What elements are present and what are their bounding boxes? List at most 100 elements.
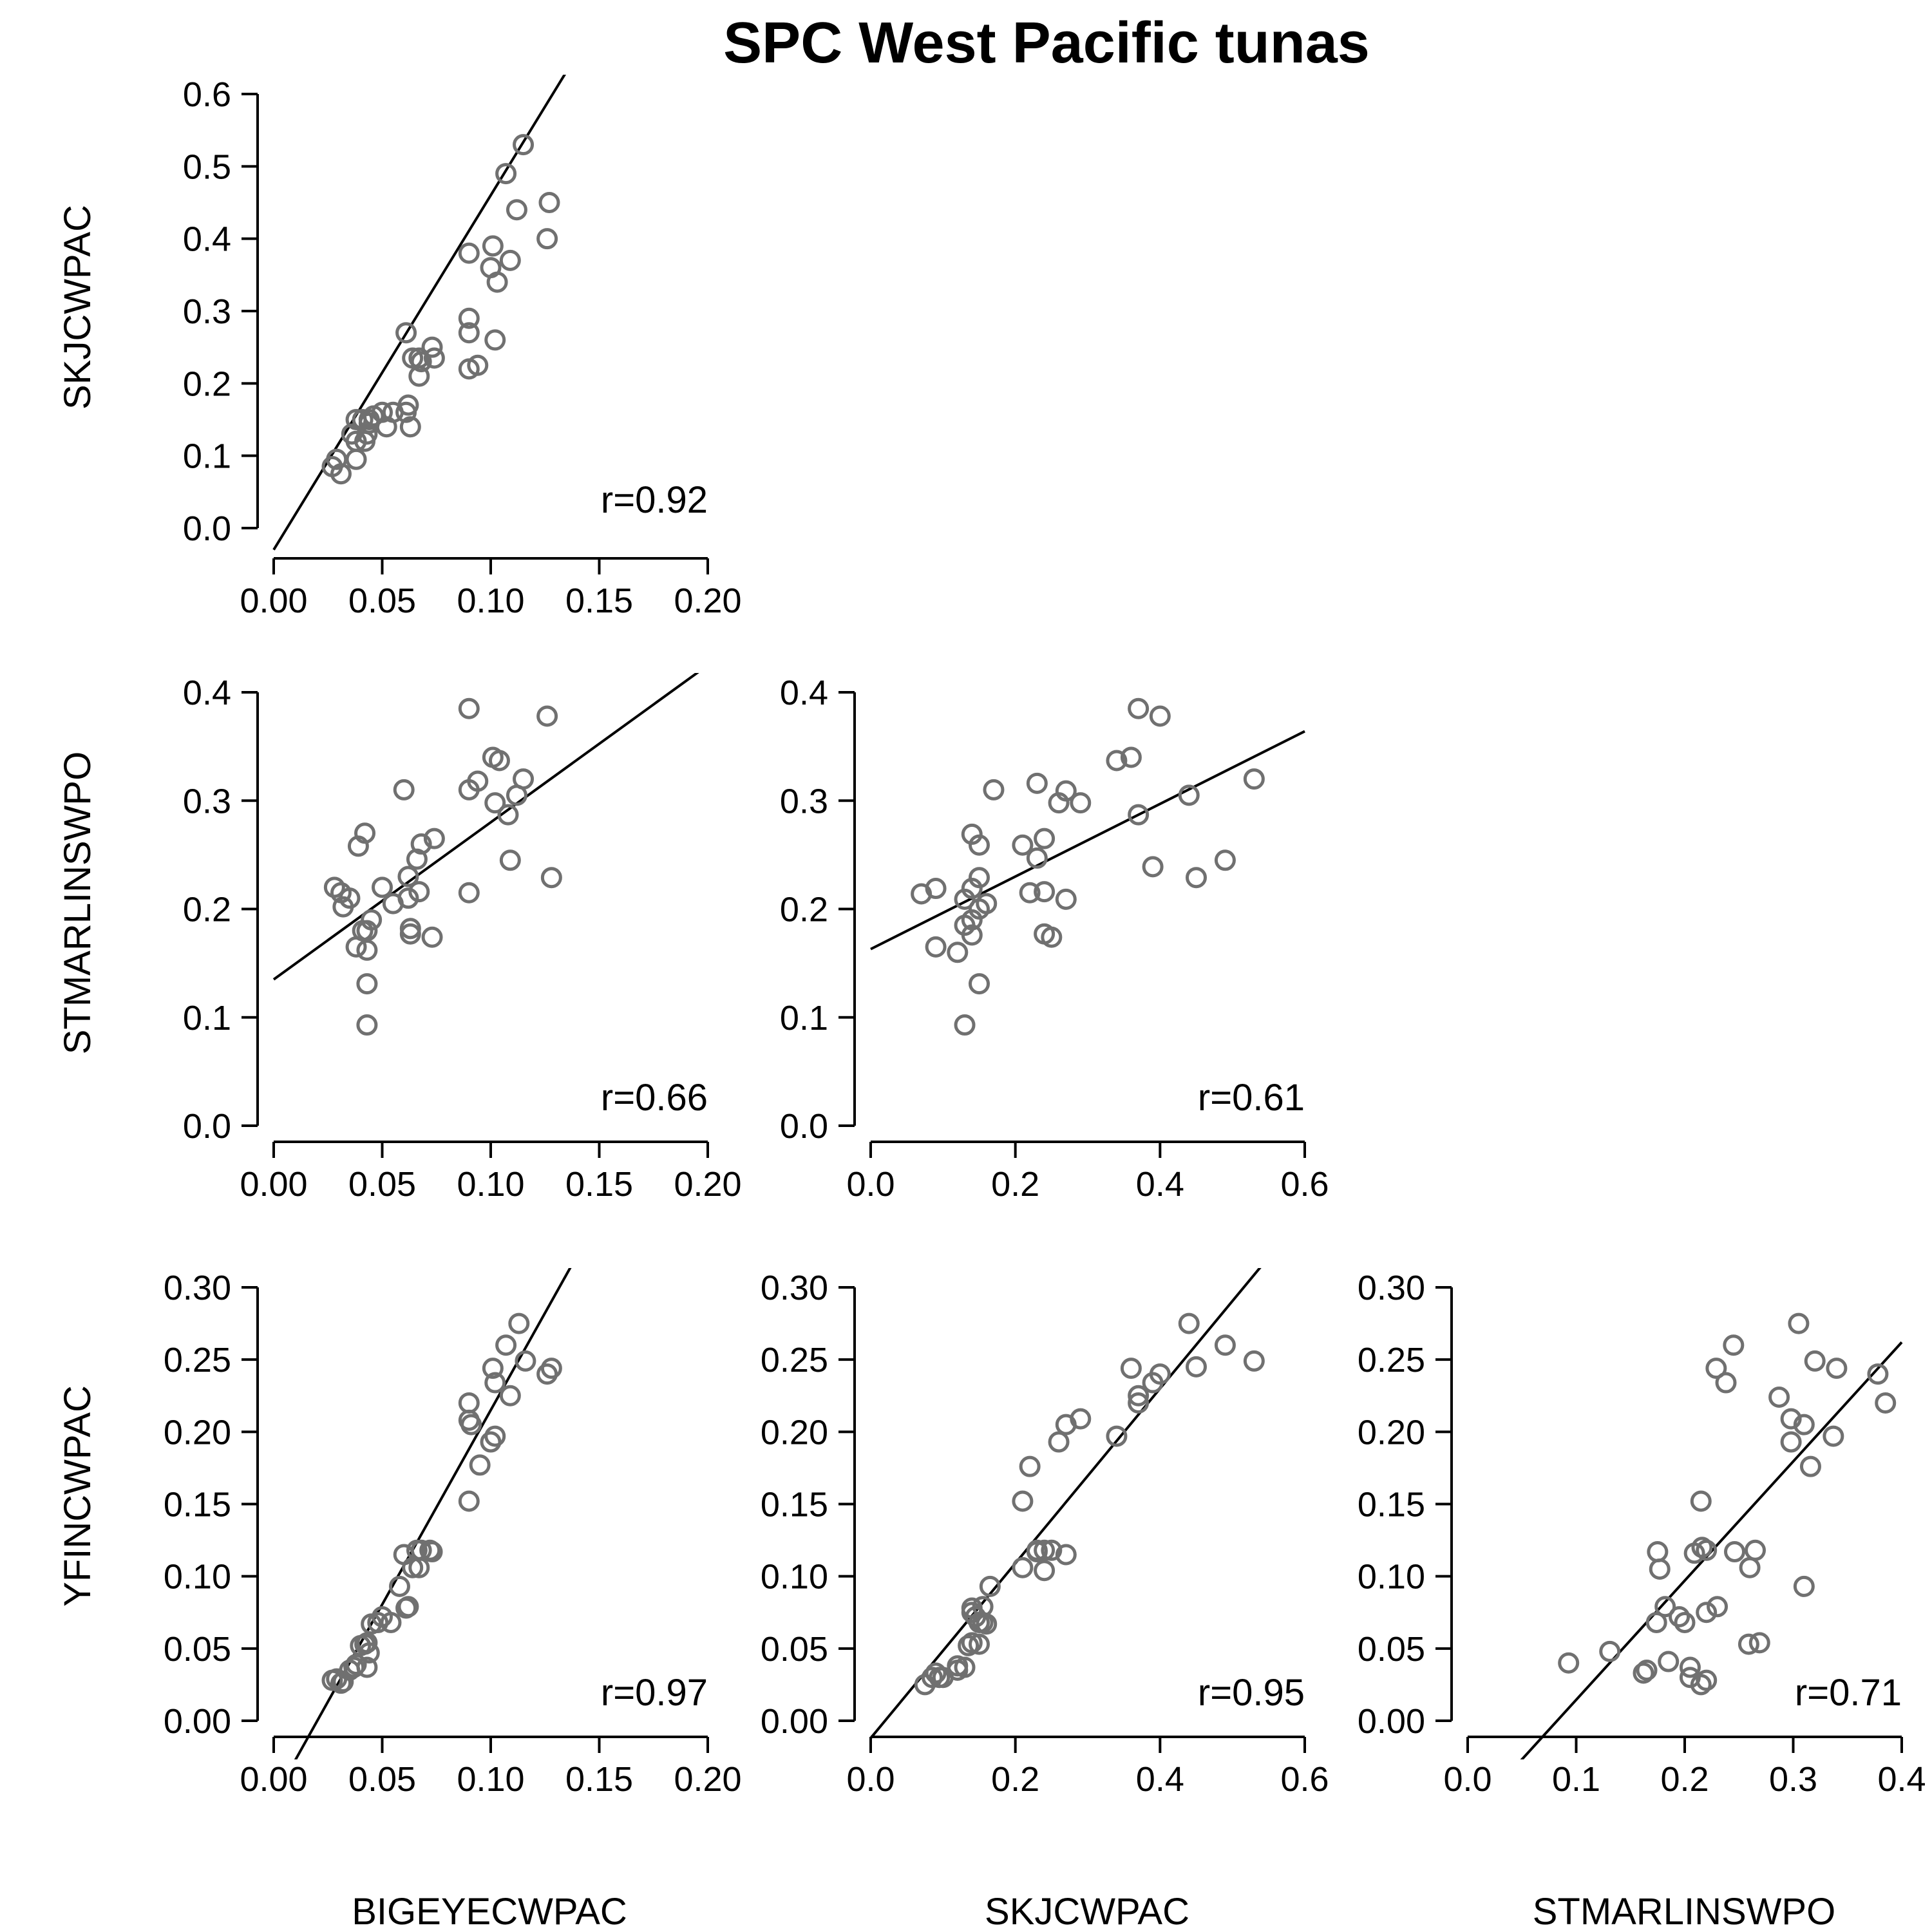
data-point	[1636, 1659, 1658, 1681]
x-tick-label: 0.3	[1769, 1760, 1817, 1799]
x-tick-label: 0.6	[1280, 1165, 1329, 1204]
data-point	[961, 924, 983, 946]
data-point	[1696, 1539, 1718, 1561]
data-point	[1120, 1358, 1142, 1379]
data-point	[540, 1358, 562, 1379]
data-point	[1128, 804, 1150, 826]
data-point	[1823, 1425, 1844, 1447]
data-point	[1599, 1640, 1621, 1662]
data-point	[1026, 847, 1048, 869]
data-point	[423, 347, 445, 369]
y-tick-label: 0.30	[1358, 1269, 1425, 1307]
data-point	[408, 881, 430, 903]
data-point	[979, 1575, 1001, 1597]
data-point	[1034, 1560, 1056, 1582]
y-tick-label: 0.2	[780, 891, 828, 929]
data-point	[1142, 1372, 1164, 1394]
y-tick-label: 0.4	[183, 674, 231, 712]
x-tick-label: 0.05	[348, 1165, 416, 1204]
data-point	[499, 849, 521, 871]
data-point	[1658, 1651, 1680, 1672]
data-point	[947, 1655, 969, 1677]
data-point	[506, 784, 527, 806]
data-point	[499, 1385, 521, 1406]
data-point	[347, 835, 369, 857]
data-point	[458, 322, 480, 344]
data-point	[1128, 1385, 1150, 1406]
data-point	[1696, 1602, 1718, 1624]
data-point	[1788, 1312, 1810, 1334]
y-tick-label: 0.15	[761, 1486, 828, 1524]
data-point	[1048, 792, 1070, 814]
y-tick-label: 0.3	[780, 782, 828, 820]
data-point	[1723, 1334, 1745, 1356]
data-point	[976, 1613, 998, 1635]
correlation-label: r=0.66	[601, 1077, 708, 1119]
y-tick-label: 0.1	[183, 437, 231, 476]
data-point	[925, 936, 947, 958]
data-point	[458, 358, 480, 380]
x-tick-label: 0.4	[1136, 1760, 1184, 1799]
regression-line	[870, 730, 1305, 951]
data-point	[1745, 1539, 1766, 1561]
data-point	[408, 1557, 430, 1578]
data-point	[497, 804, 519, 826]
data-point	[1026, 1541, 1048, 1563]
data-point	[1738, 1633, 1759, 1655]
data-point	[393, 779, 415, 800]
row-label-skjcwpac: SKJCWPAC	[57, 205, 99, 410]
y-tick-label: 0.20	[164, 1413, 231, 1452]
x-tick-label: 0.15	[565, 582, 633, 620]
data-point	[1243, 768, 1265, 790]
data-point	[1558, 1652, 1580, 1674]
x-tick-label: 0.0	[846, 1760, 895, 1799]
data-point	[1214, 1334, 1236, 1356]
regression-line	[272, 673, 699, 981]
data-point	[458, 307, 480, 329]
data-point	[1055, 1414, 1077, 1435]
data-point	[1034, 828, 1056, 849]
data-point	[508, 1312, 530, 1334]
data-point	[1748, 1632, 1770, 1654]
data-point	[345, 1654, 367, 1676]
panel-yfin-vs-stmarlin: 0.00 0.05 0.10 0.15 0.20 0.25 0.30 0.0 0.1 0.2 0.3…	[1358, 1269, 1926, 1799]
data-point	[330, 882, 352, 904]
data-point	[345, 409, 367, 430]
data-point	[484, 1372, 506, 1394]
data-point	[482, 235, 504, 257]
regression-line	[869, 1268, 1262, 1739]
data-point	[397, 866, 419, 887]
panel-stmarlin-vs-skj: 0.0 0.1 0.2 0.3 0.4 0.0 0.2 0.4 0.6 r=0.61	[780, 674, 1329, 1204]
data-point	[1690, 1674, 1712, 1696]
data-point	[1214, 849, 1236, 871]
data-point	[330, 463, 352, 485]
correlation-label: r=0.92	[601, 479, 708, 521]
y-tick-label: 0.15	[1358, 1486, 1425, 1524]
data-point	[406, 848, 428, 870]
data-point	[1793, 1575, 1815, 1597]
data-point	[1799, 1455, 1821, 1477]
data-point	[361, 1613, 383, 1635]
data-point	[1780, 1408, 1802, 1430]
y-tick-label: 0.4	[780, 674, 828, 712]
panels: 0.0 0.1 0.2 0.3 0.4 0.5 0.6 0.00 0.05 0.10 0.15 0.2…	[164, 75, 1926, 1799]
data-point	[1019, 882, 1041, 904]
data-point	[1724, 1541, 1746, 1563]
data-point	[1019, 1455, 1041, 1477]
regression-line	[272, 75, 566, 551]
data-point	[458, 242, 480, 264]
data-point	[1186, 867, 1207, 889]
y-tick-label: 0.30	[164, 1269, 231, 1307]
x-tick-label: 0.2	[1660, 1760, 1709, 1799]
data-point	[969, 973, 990, 995]
x-tick-label: 0.10	[457, 582, 524, 620]
y-tick-label: 0.25	[761, 1341, 828, 1379]
correlation-label: r=0.61	[1198, 1077, 1305, 1119]
y-tick-label: 0.3	[183, 292, 231, 331]
data-point	[395, 322, 417, 344]
y-tick-label: 0.10	[164, 1558, 231, 1596]
data-point	[1683, 1542, 1705, 1564]
data-point	[540, 867, 562, 889]
data-point	[1674, 1611, 1696, 1633]
data-point	[1705, 1358, 1727, 1379]
